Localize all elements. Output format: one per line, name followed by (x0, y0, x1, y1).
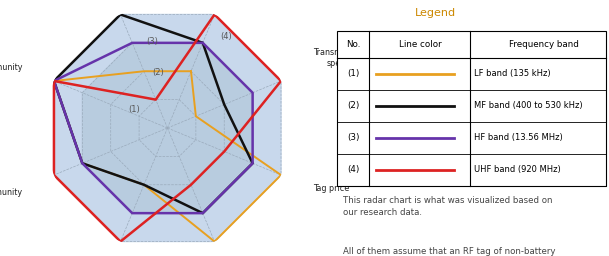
Text: (4): (4) (220, 32, 233, 41)
Text: (1): (1) (128, 105, 139, 114)
Polygon shape (111, 71, 224, 185)
Text: Tag price: Tag price (313, 184, 349, 193)
Text: This radar chart is what was visualized based on
our research data.: This radar chart is what was visualized … (343, 196, 552, 217)
Text: LF band (135 kHz): LF band (135 kHz) (474, 69, 551, 78)
Polygon shape (139, 100, 196, 156)
Text: Legend: Legend (415, 8, 456, 18)
Polygon shape (82, 43, 253, 213)
Text: Frequency band: Frequency band (509, 40, 579, 49)
Text: (2): (2) (347, 101, 359, 110)
Text: UHF band (920 MHz): UHF band (920 MHz) (474, 165, 560, 174)
Polygon shape (54, 15, 281, 241)
Bar (337, 31, 606, 186)
Text: HF band (13.56 MHz): HF band (13.56 MHz) (474, 133, 563, 142)
Text: Line color: Line color (398, 40, 442, 49)
Text: (4): (4) (347, 165, 359, 174)
Text: (1): (1) (347, 69, 359, 78)
Text: (3): (3) (147, 37, 158, 46)
Text: MF band (400 to 530 kHz): MF band (400 to 530 kHz) (474, 101, 582, 110)
Text: (3): (3) (347, 133, 360, 142)
Text: Moisture immunity: Moisture immunity (0, 63, 22, 72)
Text: All of them assume that an RF tag of non-battery
type is used.: All of them assume that an RF tag of non… (343, 247, 555, 256)
Text: (2): (2) (152, 68, 164, 77)
Text: Lighting immunity: Lighting immunity (0, 188, 22, 197)
Text: Transmission
speed: Transmission speed (313, 48, 365, 68)
Text: No.: No. (346, 40, 361, 49)
